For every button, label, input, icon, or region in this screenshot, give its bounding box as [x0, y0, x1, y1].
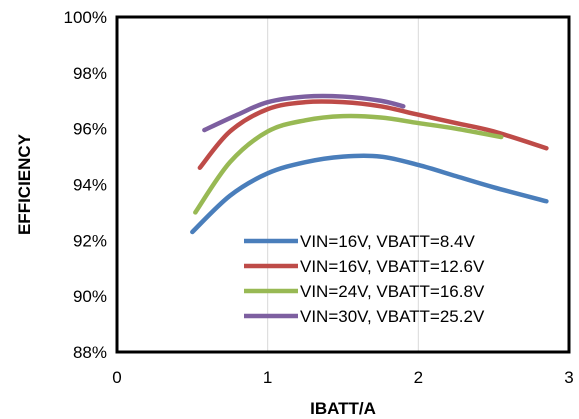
y-tick-label: 94% [73, 176, 107, 195]
y-axis-title: EFFICIENCY [15, 133, 34, 235]
x-tick-label: 2 [414, 368, 423, 387]
legend-label-2: VIN=16V, VBATT=12.6V [300, 257, 485, 276]
x-tick-labels: 0 1 2 3 [112, 368, 573, 387]
grid-lines [267, 17, 419, 352]
x-tick-label: 3 [564, 368, 573, 387]
y-tick-label: 96% [73, 120, 107, 139]
legend-label-3: VIN=24V, VBATT=16.8V [300, 282, 485, 301]
series-line-2 [197, 99, 549, 170]
x-tick-label: 0 [112, 368, 121, 387]
x-tick-label: 1 [263, 368, 272, 387]
series-lines [190, 93, 549, 235]
y-tick-labels: 88% 90% 92% 94% 96% 98% 100% [64, 8, 107, 362]
legend: VIN=16V, VBATT=8.4V VIN=16V, VBATT=12.6V V… [244, 232, 485, 326]
y-tick-label: 88% [73, 343, 107, 362]
plot-frame [115, 15, 571, 354]
series-line-3 [193, 113, 504, 215]
series-line-4 [202, 93, 406, 133]
x-axis-title: IBATT/A [310, 399, 376, 418]
series-line-1 [190, 153, 549, 235]
y-tick-label: 98% [73, 64, 107, 83]
y-tick-label: 92% [73, 231, 107, 250]
legend-label-1: VIN=16V, VBATT=8.4V [300, 232, 475, 251]
y-tick-label: 90% [73, 287, 107, 306]
legend-label-4: VIN=30V, VBATT=25.2V [300, 307, 485, 326]
y-tick-label: 100% [64, 8, 107, 27]
